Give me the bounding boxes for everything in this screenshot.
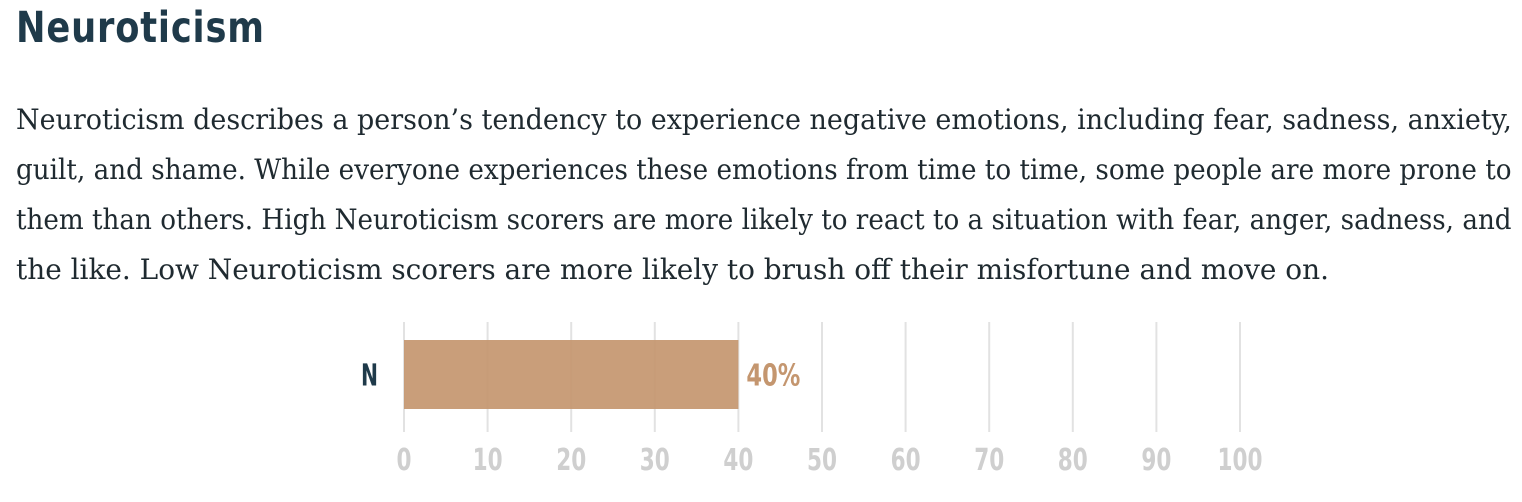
x-tick-label: 80 <box>1058 443 1088 478</box>
section-description: Neuroticism describes a person’s tendenc… <box>16 95 1516 295</box>
x-tick-label: 50 <box>807 443 837 478</box>
section-title: Neuroticism <box>16 3 265 53</box>
x-tick-label: 0 <box>397 443 412 478</box>
bars <box>404 340 739 409</box>
category-label: N <box>361 359 378 394</box>
x-tick-label: 100 <box>1218 443 1263 478</box>
x-tick-label: 20 <box>556 443 586 478</box>
x-tick-label: 40 <box>723 443 753 478</box>
description-line: them than others. High Neuroticism score… <box>16 203 1512 236</box>
x-tick-label: 10 <box>473 443 503 478</box>
x-tick-label: 70 <box>974 443 1004 478</box>
value-label: 40% <box>746 359 800 394</box>
x-tick-label: 30 <box>640 443 670 478</box>
labels: 0 10 20 30 40 50 60 70 80 90 100 N 40% <box>361 359 1263 479</box>
description-line: the like. Low Neuroticism scorers are mo… <box>16 253 1329 286</box>
bar <box>404 340 739 409</box>
score-bar-chart: 0 10 20 30 40 50 60 70 80 90 100 N 40% <box>361 322 1263 479</box>
description-line: guilt, and shame. While everyone experie… <box>16 153 1512 186</box>
x-tick-label: 60 <box>891 443 921 478</box>
x-tick-label: 90 <box>1141 443 1171 478</box>
description-line: Neuroticism describes a person’s tendenc… <box>16 103 1512 136</box>
